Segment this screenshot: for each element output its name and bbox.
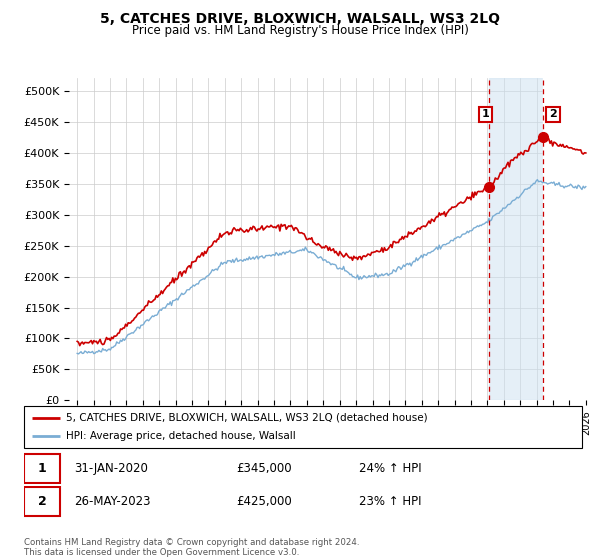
Text: 1: 1	[482, 109, 489, 119]
Bar	[543, 78, 594, 400]
FancyBboxPatch shape	[24, 487, 60, 516]
Text: 23% ↑ HPI: 23% ↑ HPI	[359, 495, 421, 508]
Text: Contains HM Land Registry data © Crown copyright and database right 2024.
This d: Contains HM Land Registry data © Crown c…	[24, 538, 359, 557]
Text: 5, CATCHES DRIVE, BLOXWICH, WALSALL, WS3 2LQ: 5, CATCHES DRIVE, BLOXWICH, WALSALL, WS3…	[100, 12, 500, 26]
FancyBboxPatch shape	[24, 406, 582, 448]
Text: £425,000: £425,000	[236, 495, 292, 508]
Text: 26-MAY-2023: 26-MAY-2023	[74, 495, 151, 508]
Text: 1: 1	[38, 461, 47, 475]
Bar	[488, 78, 543, 400]
Text: 24% ↑ HPI: 24% ↑ HPI	[359, 461, 421, 475]
Text: HPI: Average price, detached house, Walsall: HPI: Average price, detached house, Wals…	[66, 431, 296, 441]
Text: 5, CATCHES DRIVE, BLOXWICH, WALSALL, WS3 2LQ (detached house): 5, CATCHES DRIVE, BLOXWICH, WALSALL, WS3…	[66, 413, 427, 423]
Text: £345,000: £345,000	[236, 461, 292, 475]
Text: Price paid vs. HM Land Registry's House Price Index (HPI): Price paid vs. HM Land Registry's House …	[131, 24, 469, 36]
Text: 31-JAN-2020: 31-JAN-2020	[74, 461, 148, 475]
FancyBboxPatch shape	[24, 454, 60, 483]
Text: 2: 2	[549, 109, 557, 119]
Text: 2: 2	[38, 495, 47, 508]
